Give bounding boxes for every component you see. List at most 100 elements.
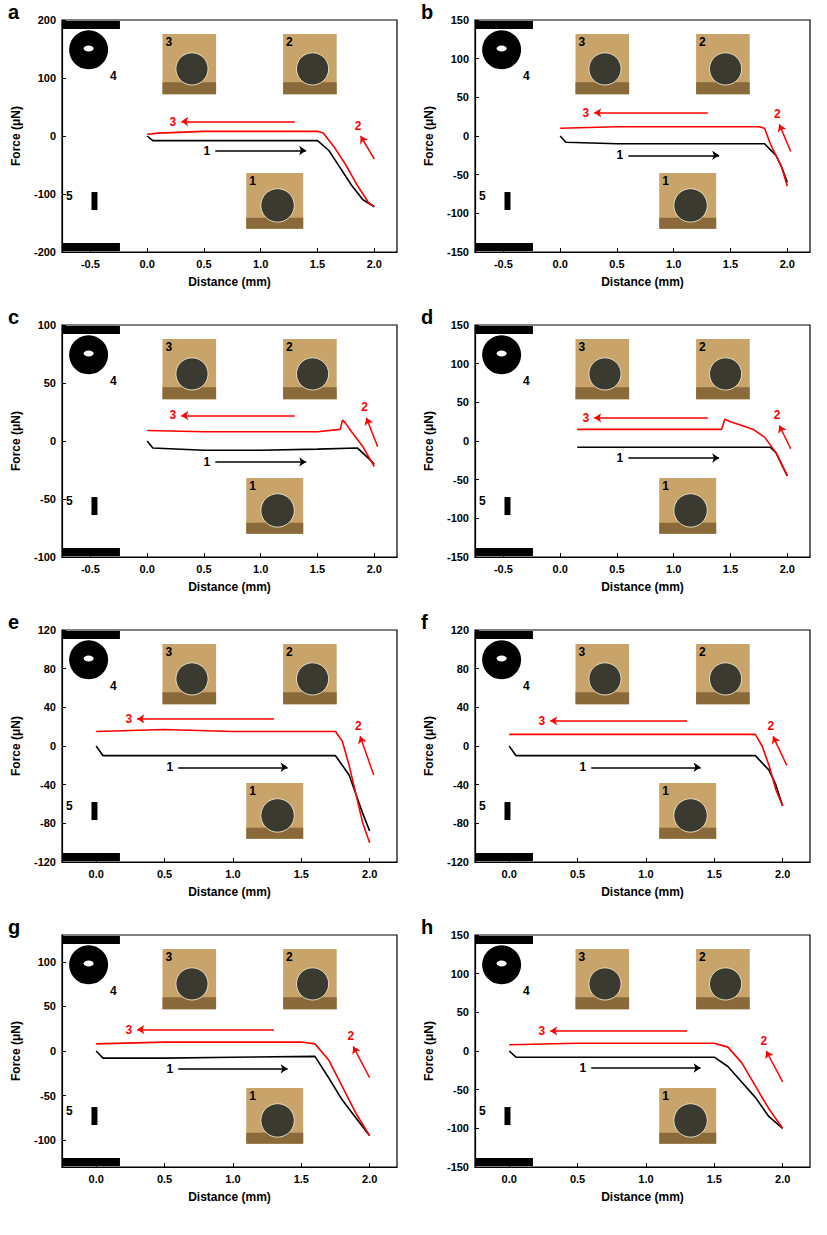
- svg-text:5: 5: [66, 1104, 73, 1118]
- svg-text:5: 5: [479, 189, 486, 203]
- svg-text:-150: -150: [447, 551, 469, 563]
- svg-text:2: 2: [699, 340, 706, 354]
- svg-text:0.5: 0.5: [609, 258, 624, 270]
- svg-text:-150: -150: [447, 246, 469, 258]
- svg-text:3: 3: [579, 645, 586, 659]
- svg-text:0: 0: [463, 435, 469, 447]
- svg-text:-80: -80: [453, 817, 469, 829]
- svg-text:2: 2: [286, 35, 293, 49]
- svg-text:-50: -50: [453, 1084, 469, 1096]
- svg-text:1: 1: [580, 1061, 587, 1075]
- svg-text:3: 3: [126, 712, 133, 726]
- svg-text:Distance (mm): Distance (mm): [601, 275, 684, 289]
- svg-text:-0.5: -0.5: [494, 563, 513, 575]
- svg-text:1.5: 1.5: [310, 258, 325, 270]
- svg-text:0.5: 0.5: [570, 1173, 585, 1185]
- svg-text:40: 40: [44, 701, 56, 713]
- svg-text:-200: -200: [34, 246, 56, 258]
- svg-text:4: 4: [110, 374, 117, 388]
- svg-text:0.0: 0.0: [553, 258, 568, 270]
- svg-text:2: 2: [286, 950, 293, 964]
- svg-text:0.0: 0.0: [140, 563, 155, 575]
- svg-text:0.5: 0.5: [196, 258, 211, 270]
- svg-text:1: 1: [167, 1062, 174, 1076]
- svg-text:0.5: 0.5: [570, 868, 585, 880]
- svg-text:100: 100: [38, 956, 56, 968]
- svg-text:2.0: 2.0: [367, 563, 382, 575]
- svg-text:1.0: 1.0: [253, 563, 268, 575]
- svg-text:4: 4: [110, 679, 117, 693]
- svg-text:1: 1: [167, 760, 174, 774]
- svg-text:0.0: 0.0: [89, 868, 104, 880]
- svg-text:-80: -80: [40, 817, 56, 829]
- svg-text:80: 80: [457, 663, 469, 675]
- svg-text:-40: -40: [40, 779, 56, 791]
- svg-text:1: 1: [662, 784, 669, 798]
- svg-text:Force (μN): Force (μN): [9, 1021, 23, 1081]
- svg-text:0.5: 0.5: [157, 868, 172, 880]
- svg-text:4: 4: [110, 69, 117, 83]
- svg-text:2.0: 2.0: [362, 868, 377, 880]
- svg-text:a: a: [8, 1, 20, 23]
- svg-text:40: 40: [457, 701, 469, 713]
- svg-text:50: 50: [44, 1000, 56, 1012]
- svg-text:0.0: 0.0: [140, 258, 155, 270]
- svg-text:4: 4: [523, 679, 530, 693]
- svg-text:100: 100: [451, 358, 469, 370]
- svg-text:2: 2: [286, 645, 293, 659]
- svg-text:1.0: 1.0: [666, 563, 681, 575]
- svg-text:-100: -100: [447, 207, 469, 219]
- svg-text:120: 120: [38, 624, 56, 636]
- svg-text:e: e: [8, 611, 19, 633]
- svg-text:1: 1: [662, 1089, 669, 1103]
- svg-text:1: 1: [204, 144, 211, 158]
- svg-text:Distance (mm): Distance (mm): [188, 275, 271, 289]
- svg-text:-120: -120: [447, 856, 469, 868]
- svg-text:5: 5: [479, 494, 486, 508]
- svg-text:0.0: 0.0: [553, 563, 568, 575]
- svg-text:4: 4: [523, 69, 530, 83]
- svg-text:3: 3: [579, 950, 586, 964]
- svg-text:2.0: 2.0: [362, 1173, 377, 1185]
- svg-text:0.5: 0.5: [609, 563, 624, 575]
- svg-text:5: 5: [66, 189, 73, 203]
- svg-text:3: 3: [126, 1023, 133, 1037]
- svg-text:0: 0: [50, 130, 56, 142]
- svg-text:120: 120: [451, 624, 469, 636]
- svg-text:3: 3: [579, 340, 586, 354]
- svg-text:50: 50: [457, 91, 469, 103]
- svg-text:1: 1: [617, 451, 624, 465]
- svg-text:0.0: 0.0: [502, 1173, 517, 1185]
- svg-text:1.5: 1.5: [707, 1173, 722, 1185]
- svg-text:3: 3: [166, 35, 173, 49]
- svg-text:3: 3: [583, 106, 590, 120]
- svg-text:2.0: 2.0: [367, 258, 382, 270]
- svg-text:0: 0: [463, 740, 469, 752]
- svg-text:3: 3: [170, 115, 177, 129]
- svg-text:100: 100: [38, 72, 56, 84]
- svg-text:3: 3: [166, 645, 173, 659]
- svg-text:Distance (mm): Distance (mm): [601, 1190, 684, 1204]
- svg-text:2: 2: [699, 645, 706, 659]
- svg-text:3: 3: [579, 35, 586, 49]
- svg-text:0.5: 0.5: [157, 1173, 172, 1185]
- svg-text:50: 50: [457, 396, 469, 408]
- svg-text:2.0: 2.0: [775, 868, 790, 880]
- svg-text:3: 3: [166, 340, 173, 354]
- svg-text:0: 0: [50, 740, 56, 752]
- svg-text:1.0: 1.0: [225, 1173, 240, 1185]
- svg-text:2: 2: [774, 107, 781, 121]
- svg-text:100: 100: [38, 319, 56, 331]
- svg-text:5: 5: [479, 799, 486, 813]
- svg-text:0: 0: [463, 130, 469, 142]
- svg-text:b: b: [421, 1, 433, 23]
- svg-text:1.5: 1.5: [723, 258, 738, 270]
- svg-text:Force (μN): Force (μN): [422, 716, 436, 776]
- svg-text:1: 1: [662, 174, 669, 188]
- svg-text:-100: -100: [34, 1134, 56, 1146]
- svg-text:2.0: 2.0: [780, 258, 795, 270]
- svg-text:5: 5: [66, 799, 73, 813]
- svg-text:-120: -120: [34, 856, 56, 868]
- svg-text:1: 1: [249, 174, 256, 188]
- svg-text:-100: -100: [34, 551, 56, 563]
